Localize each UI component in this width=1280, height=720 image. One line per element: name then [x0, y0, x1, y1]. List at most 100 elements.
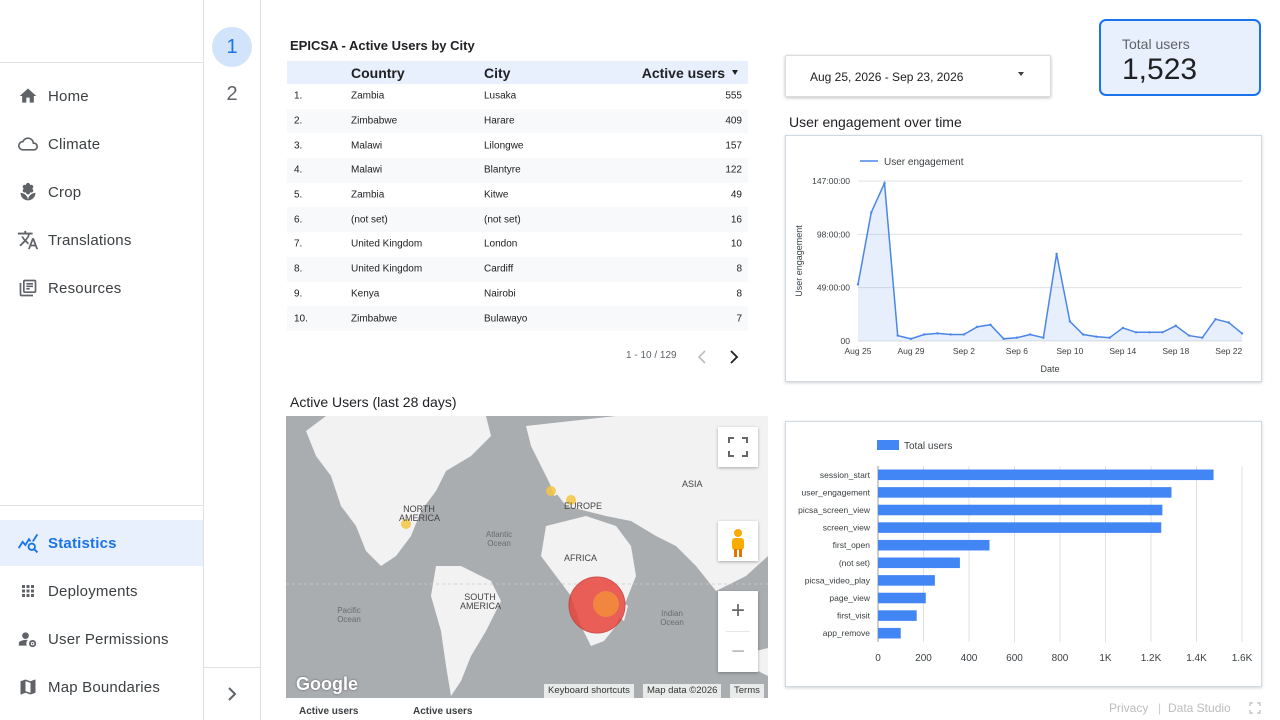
map-terms-link[interactable]: Terms — [730, 684, 764, 698]
table-pager-text: 1 - 10 / 129 — [626, 350, 677, 361]
data-point — [1161, 331, 1164, 334]
sidebar-item-home[interactable]: Home — [0, 73, 203, 119]
data-point — [923, 333, 926, 336]
series-area — [858, 183, 1242, 341]
x-tick-label: Sep 10 — [1056, 346, 1083, 356]
category-label: app_remove — [823, 628, 871, 638]
bar — [878, 575, 935, 586]
page-link-1[interactable]: 1 — [212, 27, 252, 67]
sidebar-item-label: Crop — [48, 183, 82, 201]
x-tick-label: Aug 25 — [845, 346, 872, 356]
fullscreen-icon[interactable] — [1249, 702, 1261, 714]
events-bar-chart: Total users 0 200 400 600 800 1K 1.2K 1.4K 1.6K se… — [798, 440, 1253, 664]
map-label-af: AFRICA — [564, 553, 598, 563]
x-tick-label: Sep 22 — [1215, 346, 1242, 356]
date-range-picker[interactable]: Aug 25, 2026 - Sep 23, 2026 — [785, 55, 1051, 97]
sidebar-item-deployments[interactable]: Deployments — [0, 568, 203, 614]
chevron-right-icon — [228, 687, 237, 701]
bottom-table-header-2: Active users — [413, 706, 473, 717]
sidebar-item-label: Resources — [48, 279, 122, 297]
bar — [878, 469, 1214, 481]
x-tick-label: 1.2K — [1141, 653, 1162, 664]
map-label-pacific: Pacific Ocean — [337, 606, 361, 624]
data-point — [1108, 336, 1111, 339]
australia-shape — [756, 648, 768, 676]
map-keyboard-shortcuts[interactable]: Keyboard shortcuts — [544, 684, 634, 698]
series-line — [857, 180, 1243, 340]
sidebar-item-climate[interactable]: Climate — [0, 121, 203, 167]
uk-shape — [546, 466, 566, 496]
table-row: 5. Zambia Kitwe 49 — [294, 189, 742, 201]
chevron-right-icon[interactable] — [727, 348, 741, 366]
sort-descending-icon[interactable] — [732, 70, 738, 75]
privacy-link[interactable]: Privacy — [1109, 701, 1149, 715]
sidebar-item-crop[interactable]: Crop — [0, 169, 203, 215]
category-label: session_start — [820, 470, 871, 480]
google-logo: Google — [296, 674, 358, 694]
analytics-icon — [17, 532, 39, 554]
sidebar-item-translations[interactable]: Translations — [0, 217, 203, 263]
data-point — [1201, 336, 1204, 339]
data-point — [856, 283, 860, 286]
y-tick-label: 49:00:00 — [817, 283, 850, 293]
data-point — [936, 332, 939, 335]
zoom-controls: + − — [718, 591, 758, 672]
data-studio-link[interactable]: Data Studio — [1168, 701, 1231, 715]
active-users-map[interactable]: NORTH AMERICA SOUTH AMERICA EUROPE AFRIC… — [286, 416, 768, 698]
column-header-city[interactable]: City — [484, 64, 511, 81]
sidebar-item-label: Translations — [48, 231, 132, 249]
sidebar-item-map-boundaries[interactable]: Map Boundaries — [0, 664, 203, 710]
table-row: 1. Zambia Lusaka 555 — [294, 90, 742, 102]
data-point — [909, 337, 913, 341]
chevron-left-icon[interactable] — [695, 348, 709, 366]
sidebar-item-statistics[interactable]: Statistics — [0, 520, 203, 566]
data-point — [1028, 333, 1032, 336]
dropdown-arrow-icon — [1018, 72, 1024, 76]
table-row: 7. United Kingdom London 10 — [294, 238, 742, 250]
x-tick-label: 400 — [961, 653, 978, 664]
category-label: first_visit — [837, 611, 871, 621]
sidebar-item-user-permissions[interactable]: User Permissions — [0, 616, 203, 662]
sidebar-item-label: Map Boundaries — [48, 678, 161, 696]
x-tick-label: 1.4K — [1186, 653, 1207, 664]
x-tick-label: 1.6K — [1232, 653, 1253, 664]
data-point — [962, 333, 966, 336]
sprout-icon — [17, 181, 39, 203]
legend-swatch — [877, 440, 899, 450]
events-chart: Total users 0 200 400 600 800 1K 1.2K 1.4K 1.6K se… — [785, 421, 1262, 687]
column-header-active-users[interactable]: Active users — [641, 64, 725, 81]
legend-label: User engagement — [884, 157, 964, 168]
map-label-sa: SOUTH AMERICA — [460, 592, 502, 611]
data-point — [896, 334, 899, 337]
north-america-shape — [306, 416, 491, 566]
data-point — [1148, 331, 1151, 334]
column-header-country[interactable]: Country — [351, 64, 405, 81]
scorecard-label: Total users — [1122, 36, 1190, 52]
sidebar-item-label: Statistics — [48, 534, 117, 552]
x-tick-label: 1K — [1099, 653, 1112, 664]
map-label-as: ASIA — [682, 479, 703, 489]
street-view-button[interactable] — [718, 521, 758, 561]
x-tick-label: 200 — [915, 653, 932, 664]
expand-pages-button[interactable] — [204, 667, 260, 720]
map-icon — [17, 676, 39, 698]
page-link-2[interactable]: 2 — [226, 82, 238, 105]
x-tick-label: Aug 29 — [897, 346, 924, 356]
category-label: page_view — [829, 593, 871, 603]
y-tick-label: 98:00:00 — [817, 229, 850, 239]
fullscreen-button[interactable] — [718, 427, 758, 467]
x-tick-label: 800 — [1052, 653, 1069, 664]
x-tick-label: Sep 14 — [1109, 346, 1136, 356]
bar — [878, 522, 1162, 533]
map-data-attribution: Map data ©2026 — [643, 684, 722, 698]
engagement-chart-title: User engagement over time — [789, 114, 962, 130]
zoom-in-button[interactable]: + — [730, 597, 745, 624]
sidebar-item-resources[interactable]: Resources — [0, 265, 203, 311]
data-point — [883, 181, 886, 185]
zoom-out-button[interactable]: − — [730, 638, 745, 665]
data-point — [1081, 333, 1085, 336]
y-axis-label: User engagement — [794, 225, 804, 297]
map-label-atlantic: Atlantic Ocean — [485, 530, 513, 548]
x-tick-label: Sep 6 — [1006, 346, 1028, 356]
library-icon — [17, 277, 39, 299]
